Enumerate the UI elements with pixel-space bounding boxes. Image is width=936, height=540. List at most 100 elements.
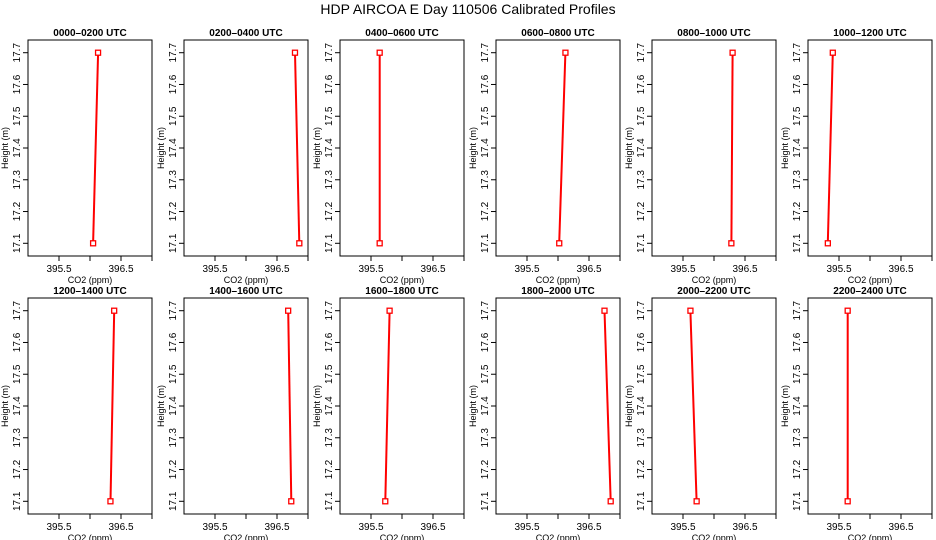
y-tick-label: 17.6 (480, 74, 491, 94)
profile-line (689, 310, 698, 502)
y-tick-label: 17.3 (636, 170, 647, 190)
y-axis-label: Height (m) (312, 127, 322, 169)
y-axis-label: Height (m) (156, 385, 166, 427)
y-tick-label: 17.7 (480, 301, 491, 321)
data-point (386, 307, 393, 314)
y-tick-label: 17.4 (324, 138, 335, 158)
x-axis-label: CO2 (ppm) (848, 275, 893, 285)
x-tick-label: 396.5 (732, 522, 757, 533)
y-tick-label: 17.5 (480, 364, 491, 384)
x-axis-label: CO2 (ppm) (68, 533, 113, 540)
y-tick-label: 17.6 (480, 332, 491, 352)
data-point (607, 498, 614, 505)
y-tick-label: 17.4 (324, 396, 335, 416)
profile-line (603, 310, 612, 502)
panel-title: 2200–2400 UTC (833, 286, 906, 297)
y-tick-label: 17.7 (480, 43, 491, 63)
plot-frame (27, 39, 153, 257)
plot-frame (495, 297, 621, 515)
y-tick-label: 17.1 (480, 491, 491, 511)
y-tick-label: 17.3 (792, 170, 803, 190)
data-point (288, 498, 295, 505)
x-tick-label: 395.5 (202, 522, 227, 533)
panel-title: 0200–0400 UTC (209, 28, 282, 39)
y-tick-label: 17.2 (12, 201, 23, 221)
panel-title: 0400–0600 UTC (365, 28, 438, 39)
x-tick-label: 395.5 (46, 264, 71, 275)
data-point (376, 49, 383, 56)
y-tick-label: 17.5 (792, 364, 803, 384)
y-tick-label: 17.3 (792, 428, 803, 448)
y-tick-label: 17.5 (480, 106, 491, 126)
y-tick-label: 17.6 (12, 74, 23, 94)
y-tick-label: 17.7 (792, 301, 803, 321)
y-tick-label: 17.7 (636, 43, 647, 63)
panel-title: 1800–2000 UTC (521, 286, 594, 297)
y-tick-label: 17.2 (168, 459, 179, 479)
y-tick-label: 17.4 (168, 396, 179, 416)
y-tick-label: 17.6 (324, 332, 335, 352)
profile-line (384, 310, 391, 502)
plot-frame (27, 297, 153, 515)
x-tick-label: 396.5 (576, 264, 601, 275)
y-axis-label: Height (m) (624, 127, 634, 169)
data-point (562, 49, 569, 56)
panel-title: 2000–2200 UTC (677, 286, 750, 297)
panel-title: 1600–1800 UTC (365, 286, 438, 297)
profile-line (287, 310, 293, 502)
y-tick-label: 17.3 (168, 428, 179, 448)
data-point (844, 307, 851, 314)
y-tick-label: 17.1 (12, 233, 23, 253)
y-tick-label: 17.1 (324, 491, 335, 511)
y-axis-label: Height (m) (624, 385, 634, 427)
x-tick-label: 395.5 (46, 522, 71, 533)
x-axis-label: CO2 (ppm) (380, 533, 425, 540)
y-tick-label: 17.5 (636, 106, 647, 126)
plot-frame (339, 297, 465, 515)
x-tick-label: 395.5 (514, 522, 539, 533)
data-point (829, 49, 836, 56)
plot-frame (495, 39, 621, 257)
x-axis-label: CO2 (ppm) (380, 275, 425, 285)
x-tick-label: 396.5 (576, 522, 601, 533)
y-tick-label: 17.4 (480, 138, 491, 158)
y-axis-label: Height (m) (468, 127, 478, 169)
x-axis-label: CO2 (ppm) (692, 533, 737, 540)
profile-line (109, 310, 116, 502)
y-axis-label: Height (m) (780, 385, 790, 427)
page-title: HDP AIRCOA E Day 110506 Calibrated Profi… (320, 1, 616, 17)
y-tick-label: 17.2 (324, 201, 335, 221)
y-tick-label: 17.4 (792, 138, 803, 158)
y-axis-label: Height (m) (468, 385, 478, 427)
y-tick-label: 17.7 (324, 301, 335, 321)
data-point (844, 498, 851, 505)
x-tick-label: 396.5 (264, 264, 289, 275)
y-tick-label: 17.1 (480, 233, 491, 253)
x-axis-label: CO2 (ppm) (848, 533, 893, 540)
x-tick-label: 396.5 (264, 522, 289, 533)
data-point (601, 307, 608, 314)
data-point (111, 307, 118, 314)
panel-title: 0000–0200 UTC (53, 28, 126, 39)
y-tick-label: 17.3 (12, 170, 23, 190)
y-axis-label: Height (m) (312, 385, 322, 427)
y-tick-label: 17.7 (324, 43, 335, 63)
x-tick-label: 395.5 (514, 264, 539, 275)
x-tick-label: 395.5 (826, 264, 851, 275)
x-axis-label: CO2 (ppm) (692, 275, 737, 285)
y-tick-label: 17.6 (12, 332, 23, 352)
y-tick-label: 17.4 (636, 138, 647, 158)
y-tick-label: 17.4 (12, 396, 23, 416)
x-axis-label: CO2 (ppm) (536, 275, 581, 285)
y-axis-label: Height (m) (780, 127, 790, 169)
y-tick-label: 17.4 (480, 396, 491, 416)
profile-line (92, 52, 100, 244)
data-point (285, 307, 292, 314)
profile-line (294, 52, 301, 244)
y-tick-label: 17.6 (792, 74, 803, 94)
y-axis-label: Height (m) (0, 385, 10, 427)
y-tick-label: 17.5 (636, 364, 647, 384)
data-point (687, 307, 694, 314)
y-tick-label: 17.3 (324, 170, 335, 190)
